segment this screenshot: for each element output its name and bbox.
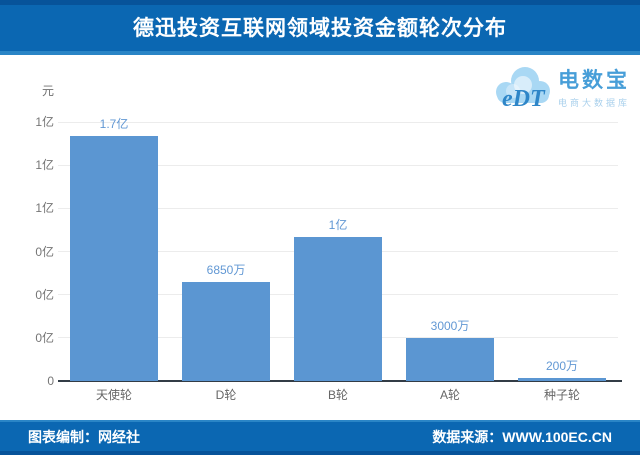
bar-天使轮 [70,136,158,381]
edt-monogram: eDT [502,86,546,112]
y-axis-tick-label: 0亿 [35,287,54,302]
y-gridline [58,164,618,166]
x-axis-category-label: 天使轮 [95,388,132,402]
edt-logo: eDT 电数宝 电商大数据库 [492,60,634,118]
y-axis-unit-label: 元 [41,84,54,98]
x-axis-line [58,380,622,382]
x-axis-category-label: D轮 [215,388,237,402]
footer-top-strip [0,420,640,422]
footer-band: 图表编制：网经社 数据来源：WWW.100EC.CN [0,420,640,455]
y-axis-tick-label: 0亿 [35,244,54,259]
x-axis-category-label: A轮 [439,388,460,402]
header-top-strip [0,0,640,5]
x-axis-category-label: B轮 [327,388,348,402]
y-axis-tick-label: 1亿 [35,158,54,173]
y-gridline [58,121,618,123]
bar-种子轮 [518,378,606,381]
bar-value-label: 200万 [545,359,579,374]
page-title: 德迅投资互联网领域投资金额轮次分布 [133,17,507,40]
x-axis-category-label: 种子轮 [543,388,580,402]
y-axis-tick-label: 0 [47,374,54,388]
bar-value-label: 6850万 [206,263,246,278]
y-axis-tick-label: 1亿 [35,115,54,129]
data-source-text: 数据来源：WWW.100EC.CN [432,428,612,445]
y-axis-tick-label: 1亿 [35,201,54,216]
header-band: 德迅投资互联网领域投资金额轮次分布 [0,0,640,55]
cloud-icon: eDT [496,67,550,112]
bar-value-label: 1亿 [328,218,348,233]
logo-tagline-text: 电商大数据库 [558,98,631,108]
y-gridline [58,207,618,209]
logo-brand-text: 电数宝 [558,69,630,92]
header-bottom-strip [0,51,640,55]
bar-value-label: 1.7亿 [99,117,129,132]
bar-D轮 [182,282,270,381]
bar-value-label: 3000万 [430,318,470,333]
footer-bottom-strip [0,451,640,455]
bar-A轮 [406,337,494,381]
chart-credit-text: 图表编制：网经社 [28,428,140,445]
bar-B轮 [294,237,382,381]
y-axis-tick-label: 0亿 [35,330,54,345]
